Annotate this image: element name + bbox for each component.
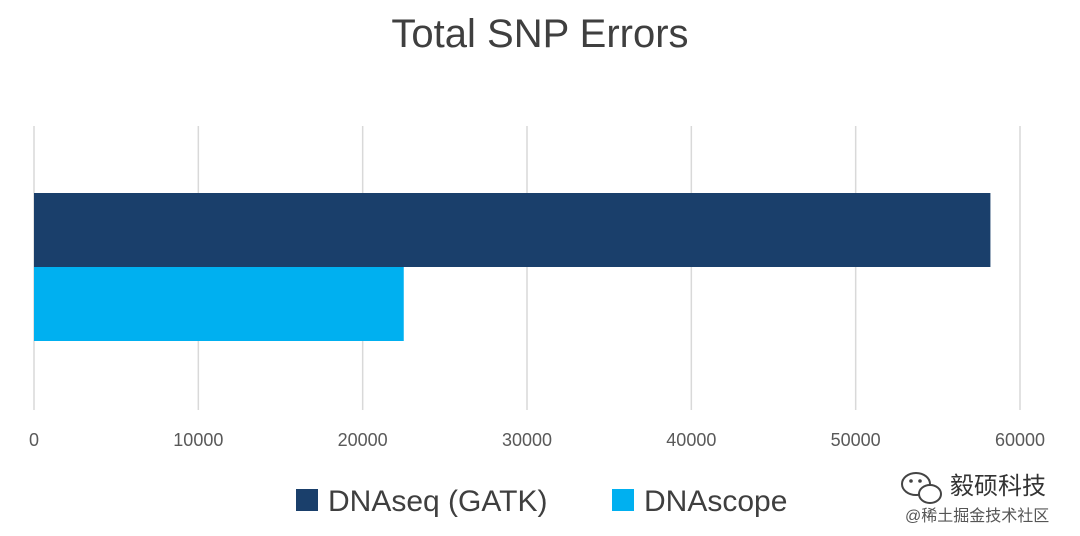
x-tick-label: 30000: [502, 430, 552, 450]
legend-swatch: [296, 489, 318, 511]
legend-swatch: [612, 489, 634, 511]
x-tick-label: 40000: [666, 430, 716, 450]
bar-dnaseq-gatk: [34, 193, 991, 267]
x-tick-label: 0: [29, 430, 39, 450]
x-tick-label: 10000: [173, 430, 223, 450]
x-tick-label: 20000: [338, 430, 388, 450]
x-tick-label: 60000: [995, 430, 1045, 450]
watermark-brand: 毅硕科技: [950, 473, 1046, 500]
legend-label: DNAseq (GATK): [328, 485, 547, 518]
bar-dnascope: [34, 267, 404, 341]
x-axis-ticks: 0 10000 20000 30000 40000 50000 60000: [29, 430, 1045, 450]
legend: DNAseq (GATK) DNAscope: [296, 485, 787, 518]
chart-title: Total SNP Errors: [391, 12, 688, 56]
x-tick-label: 50000: [831, 430, 881, 450]
legend-item: DNAseq (GATK): [296, 485, 547, 518]
watermark: 毅硕科技 @稀土掘金技术社区: [901, 472, 1049, 525]
wechat-icon: [901, 472, 942, 504]
bars: [34, 193, 991, 341]
legend-label: DNAscope: [644, 485, 787, 518]
legend-item: DNAscope: [612, 485, 787, 518]
watermark-sub: @稀土掘金技术社区: [905, 507, 1049, 525]
